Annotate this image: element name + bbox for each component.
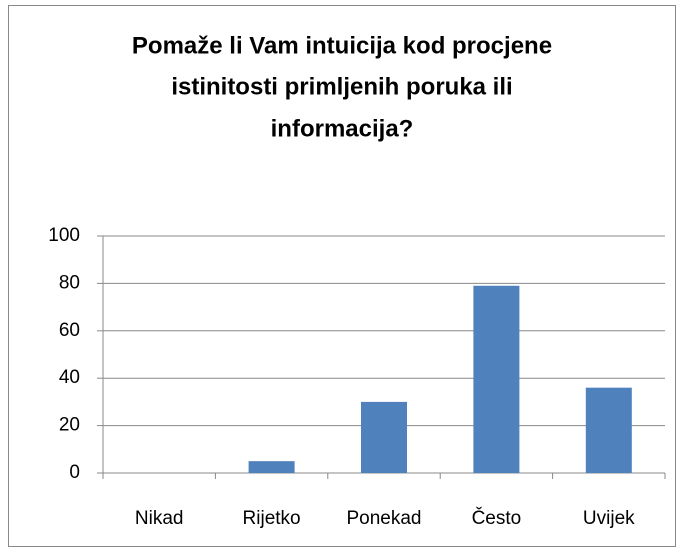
y-tick-label: 60: [59, 320, 80, 341]
chart-title: Pomaže li Vam intuicija kod procjene: [132, 32, 552, 59]
y-tick-label: 80: [59, 272, 80, 293]
chart-border: [8, 5, 676, 547]
x-tick-label: Nikad: [135, 508, 184, 529]
x-tick-label: Ponekad: [346, 508, 421, 529]
bar: [361, 401, 407, 473]
x-tick-label: Često: [472, 507, 522, 529]
x-tick-label: Rijetko: [243, 508, 301, 529]
x-tick-label: Uvijek: [583, 508, 635, 529]
y-tick-label: 20: [59, 415, 80, 436]
y-tick-label: 100: [48, 225, 80, 246]
bar: [473, 285, 520, 473]
chart-title: informacija?: [271, 115, 414, 142]
bar: [248, 461, 295, 473]
bar: [585, 387, 632, 473]
y-tick-label: 40: [59, 367, 80, 388]
chart-title: istinitosti primljenih poruka ili: [171, 73, 512, 100]
y-tick-label: 0: [69, 462, 80, 483]
